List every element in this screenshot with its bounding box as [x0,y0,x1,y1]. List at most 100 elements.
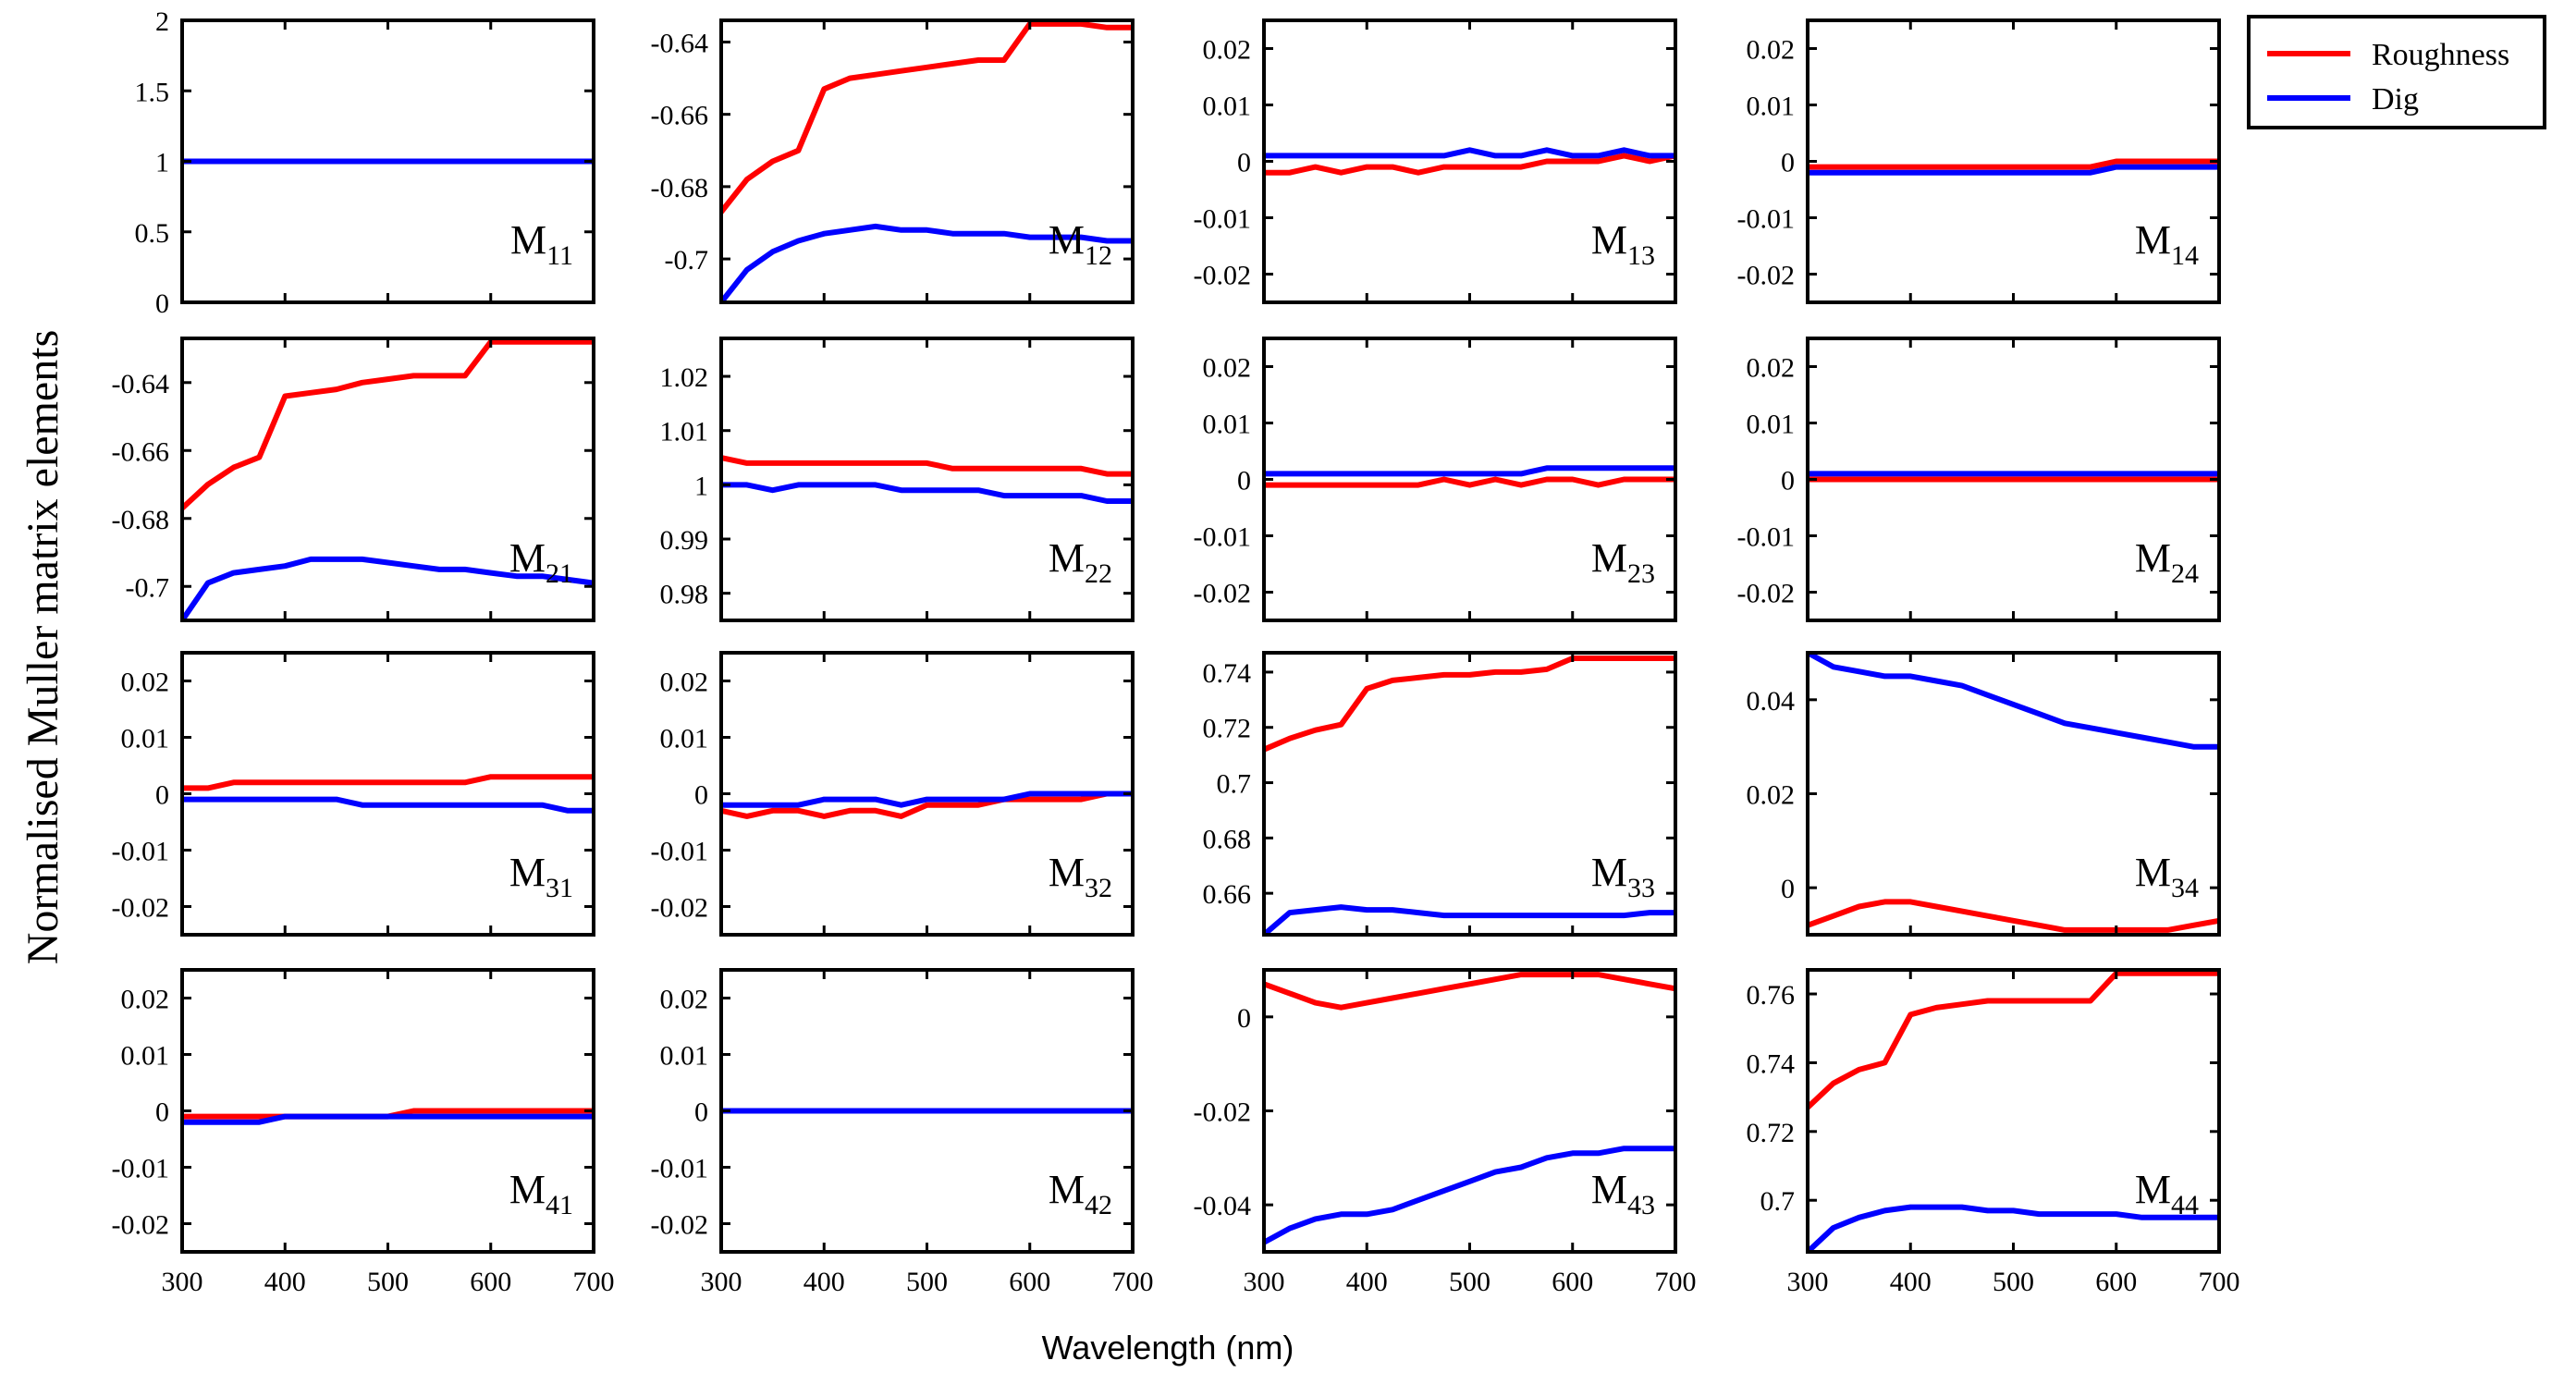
panel-m24: -0.02 -0.01 0 0.01 0.02 M24 [1737,337,2221,622]
legend: Roughness Dig [2247,15,2546,129]
panel-m34-line-dig [1808,653,2219,750]
panel-m21-ytick-label: -0.64 [112,369,170,399]
panel-m34-line-roughness [1808,899,2219,933]
panel-m44-ytick-label: 0.74 [1747,1048,1796,1079]
panel-m42: -0.02 -0.01 0 0.01 0.02 300 400 500 600 700 M42 [651,968,1154,1297]
panel-m23-ytick-label: -0.02 [1194,579,1252,609]
panel-m41-xtick-label: 700 [573,1267,615,1297]
panel-m41-ytick-label: 0 [155,1097,169,1128]
panel-m12-label: M12 [1049,217,1112,271]
panel-m33-label: M33 [1591,850,1655,903]
panel-m12-series-group [721,20,1133,302]
panel-m43: -0.04 -0.02 0 300 400 500 600 700 M43 [1194,968,1697,1297]
panel-m22: 0.98 0.99 1 1.01 1.02 M22 [660,337,1135,622]
panel-m34-series-group [1808,653,2219,933]
panel-m24-ytick-label: -0.01 [1737,522,1796,553]
panel-m12: -0.7 -0.68 -0.66 -0.64 M12 [651,18,1135,304]
panel-m11-ytick-label: 1 [155,148,169,178]
panel-m44-xtick-label: 500 [1993,1267,2034,1297]
panel-m14-ytick-label: -0.02 [1737,261,1796,291]
panel-m32-label: M32 [1049,850,1112,903]
panel-m44-series-group [1808,970,2219,1252]
panel-m14-line-roughness [1808,158,2219,170]
panel-m33-ytick-label: 0.66 [1203,879,1252,910]
panel-m34-background [1808,653,2219,935]
panel-m41-ytick-label: 0.02 [121,985,170,1015]
panel-m23-label: M23 [1591,535,1655,589]
panel-m13: -0.02 -0.01 0 0.01 0.02 M13 [1194,18,1677,304]
panel-m14-ytick-label: 0.01 [1747,92,1796,122]
panel-m41: -0.02 -0.01 0 0.01 0.02 300 400 500 600 700 M41 [112,968,615,1297]
panel-m42-xtick-label: 400 [803,1267,845,1297]
panel-m43-xtick-label: 500 [1449,1267,1490,1297]
panel-m21-line-dig [182,556,594,620]
panel-m21-label: M21 [509,535,573,589]
panel-m21: -0.7 -0.68 -0.66 -0.64 M21 [112,337,595,622]
panel-m22-ytick-label: 1.01 [660,417,709,447]
panel-m23-series-group [1264,465,1675,488]
panel-m23-background [1264,338,1675,620]
panel-m32-ytick-label: 0.02 [660,668,709,698]
panel-m33: 0.66 0.68 0.7 0.72 0.74 M33 [1203,651,1677,937]
panel-m22-ytick-label: 0.99 [660,525,709,556]
panel-m24-ytick-label: -0.02 [1737,579,1796,609]
panel-m14-ytick-label: 0.02 [1747,35,1796,66]
panel-m21-series-group [182,338,594,620]
panel-m43-ytick-label: -0.02 [1194,1097,1252,1128]
panel-m23-line-dig [1264,465,1675,477]
panel-m41-ytick-label: -0.01 [112,1154,170,1184]
panel-m21-ytick-label: -0.66 [112,436,170,467]
panel-m32-line-dig [721,791,1133,808]
panel-m23-ytick-label: 0.01 [1203,410,1252,440]
panel-m21-ytick-label: -0.7 [126,572,170,603]
panel-m14-line-dig [1808,164,2219,176]
panel-m32-series-group [721,791,1133,819]
panel-m34-label: M34 [2135,850,2199,903]
panel-m33-ytick-label: 0.72 [1203,714,1252,744]
panel-m31: -0.02 -0.01 0 0.01 0.02 M31 [112,651,595,937]
panel-m24-label: M24 [2135,535,2199,589]
panel-m23-ytick-label: 0.02 [1203,353,1252,384]
y-axis-title: Normalised Muller matrix elements [18,330,67,964]
panel-m13-label: M13 [1591,217,1655,271]
panel-m33-ytick-label: 0.7 [1217,769,1252,800]
panel-m24-ytick-label: 0 [1781,466,1795,496]
panel-m13-ytick-label: -0.02 [1194,261,1252,291]
panel-m31-background [182,653,594,935]
panel-m44-xtick-label: 600 [2095,1267,2137,1297]
panel-m32: -0.02 -0.01 0 0.01 0.02 M32 [651,651,1135,937]
panel-m44-ytick-label: 0.76 [1747,980,1796,1011]
panel-m42-xtick-label: 300 [701,1267,742,1297]
panel-m33-background [1264,653,1675,935]
panel-m33-line-dig [1264,904,1675,935]
panel-m13-ytick-label: 0.01 [1203,92,1252,122]
panel-m12-ytick-label: -0.68 [651,173,709,203]
panel-m23: -0.02 -0.01 0 0.01 0.02 M23 [1194,337,1677,622]
panel-m41-xtick-label: 300 [162,1267,203,1297]
panel-m31-line-roughness [182,774,594,791]
legend-box [2247,15,2546,129]
x-axis-title: Wavelength (nm) [1042,1329,1294,1367]
panel-m42-ytick-label: 0.01 [660,1041,709,1072]
panel-m43-ytick-label: -0.04 [1194,1191,1252,1221]
panel-m24-ytick-label: 0.01 [1747,410,1796,440]
panel-m12-line-dig [721,223,1133,302]
panel-m34: 0 0.02 0.04 M34 [1747,651,2221,937]
panel-m24-series-group [1808,471,2219,483]
panel-m22-line-dig [721,482,1133,504]
panel-m42-xtick-label: 600 [1009,1267,1050,1297]
panel-m11-ytick-label: 0 [155,288,169,319]
panel-m42-xtick-label: 700 [1112,1267,1154,1297]
panel-m11-label: M11 [510,217,573,271]
panel-m33-ytick-label: 0.68 [1203,824,1252,854]
panel-m21-background [182,338,594,620]
panel-m31-ytick-label: 0.01 [121,724,170,754]
panel-m12-ytick-label: -0.64 [651,28,709,58]
panel-m43-line-roughness [1264,972,1675,1011]
panel-m23-line-roughness [1264,476,1675,488]
panel-m44-ytick-label: 0.7 [1760,1186,1796,1217]
panel-m12-line-roughness [721,20,1133,215]
panel-m11: 0 0.5 1 1.5 2 M11 [135,6,595,319]
panel-m13-ytick-label: 0.02 [1203,35,1252,66]
